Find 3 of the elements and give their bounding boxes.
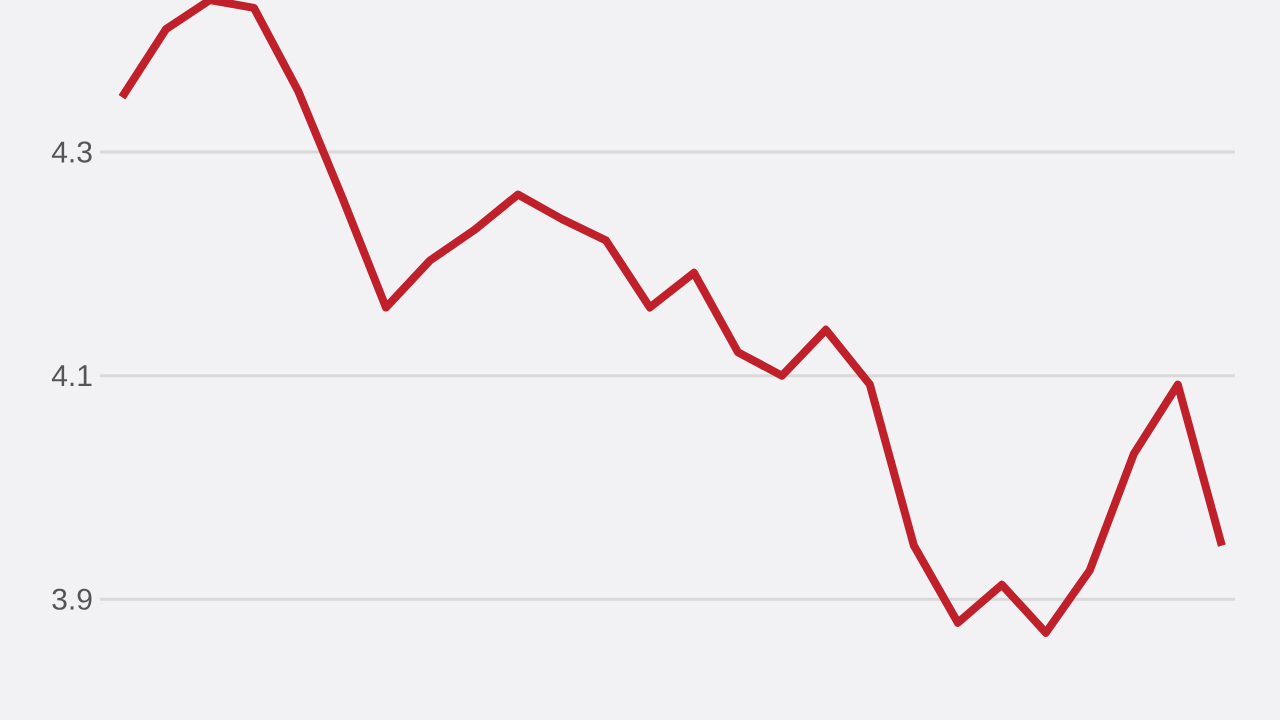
y-tick-label: 3.9	[52, 588, 92, 610]
y-tick-label: 4.1	[51, 365, 92, 386]
y-tick-label: 4.3	[51, 141, 92, 163]
